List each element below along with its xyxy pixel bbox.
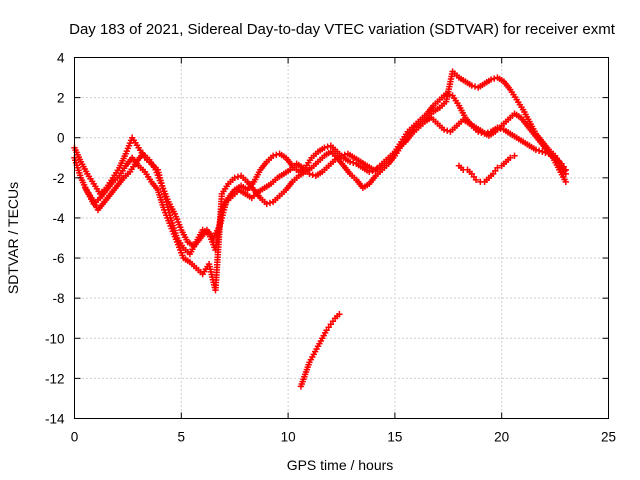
data-point (440, 126, 448, 133)
data-point-interp (324, 143, 331, 150)
y-tick-label: -10 (45, 331, 65, 346)
data-point (231, 174, 238, 182)
data-point (263, 200, 270, 208)
data-point-interp (373, 165, 380, 173)
data-point-interp (535, 147, 543, 154)
axes: 0 5 10 15 20 25 -14 -12 -10 -8 -6 -4 -2 0 2 4 (45, 51, 616, 445)
data-point (532, 146, 540, 153)
data-point (511, 152, 518, 159)
x-tick-label: 0 (71, 430, 79, 445)
data-layer (71, 68, 569, 390)
y-tick-label: 4 (57, 51, 65, 66)
data-point-interp (266, 199, 274, 207)
y-tick-label: -6 (52, 251, 64, 266)
x-tick-label: 25 (601, 430, 616, 445)
data-point (306, 170, 313, 178)
data-point (507, 154, 514, 161)
x-tick-label: 15 (387, 430, 402, 445)
x-tick-label: 10 (281, 430, 296, 445)
chart-title: Day 183 of 2021, Sidereal Day-to-day VTE… (69, 21, 616, 38)
data-point-interp (234, 173, 242, 181)
y-axis-label: SDTVAR / TECUs (5, 182, 21, 294)
data-point (346, 158, 354, 165)
y-tick-label: -12 (45, 371, 65, 386)
data-point-interp (491, 75, 498, 82)
x-tick-label: 20 (494, 430, 509, 445)
data-point (321, 144, 328, 151)
data-point-interp (471, 83, 479, 90)
data-point (539, 148, 546, 155)
grid (74, 57, 609, 419)
data-point-interp (497, 125, 504, 132)
x-axis-label: GPS time / hours (287, 457, 394, 473)
data-point-interp (444, 127, 451, 134)
y-tick-label: -2 (52, 171, 64, 186)
data-point-interp (341, 151, 348, 158)
data-point (487, 76, 495, 83)
data-point (370, 166, 377, 174)
y-tick-label: -8 (52, 291, 64, 306)
data-point (562, 178, 569, 186)
y-tick-label: -4 (52, 211, 64, 226)
data-point-interp (273, 151, 280, 158)
data-point-interp (309, 171, 316, 179)
plot-frame (74, 57, 609, 419)
y-tick-label: -14 (45, 412, 65, 427)
data-point (338, 152, 345, 159)
data-point (269, 152, 277, 159)
y-tick-label: 2 (57, 91, 65, 106)
x-tick-label: 5 (178, 430, 186, 445)
data-point (472, 176, 480, 184)
data-point (336, 311, 343, 318)
y-tick-label: 0 (57, 131, 65, 146)
data-point (494, 164, 501, 172)
data-point (562, 170, 569, 178)
data-point (468, 82, 475, 89)
data-point-interp (350, 159, 357, 166)
